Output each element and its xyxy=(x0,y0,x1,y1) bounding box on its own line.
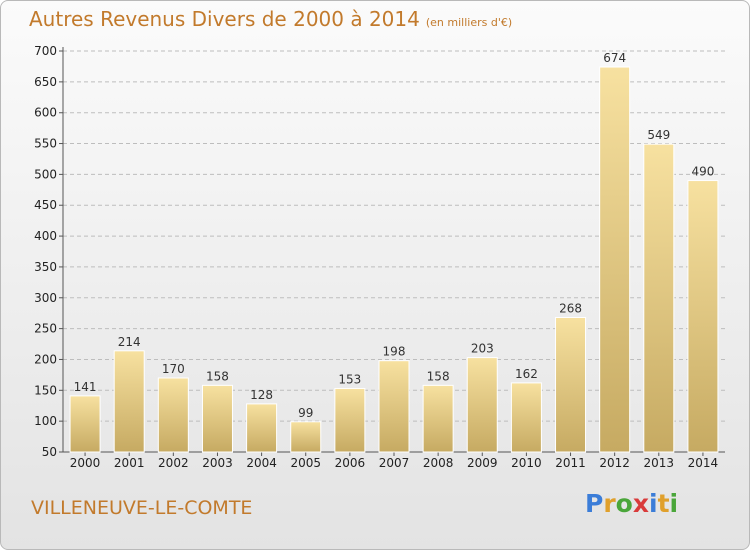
chart-title: Autres Revenus Divers de 2000 à 2014 xyxy=(29,7,420,31)
bar xyxy=(69,395,101,453)
y-tick-label: 650 xyxy=(34,75,57,89)
value-label: 549 xyxy=(647,128,670,142)
y-tick-label: 400 xyxy=(34,229,57,243)
y-tick-label: 600 xyxy=(34,106,57,120)
value-label: 214 xyxy=(118,335,141,349)
bar xyxy=(555,317,587,453)
x-tick-label: 2001 xyxy=(114,456,145,470)
y-tick-label: 500 xyxy=(34,167,57,181)
y-tick-label: 300 xyxy=(34,291,57,305)
bar xyxy=(466,357,498,453)
y-tick-label: 250 xyxy=(34,322,57,336)
x-tick-label: 2006 xyxy=(335,456,366,470)
value-label: 141 xyxy=(74,380,97,394)
x-tick-label: 2008 xyxy=(423,456,454,470)
x-tick-label: 2014 xyxy=(688,456,719,470)
value-label: 203 xyxy=(471,342,494,356)
bar xyxy=(687,180,719,453)
bars xyxy=(69,66,719,453)
value-label: 158 xyxy=(206,369,229,383)
x-tick-label: 2013 xyxy=(644,456,675,470)
bar xyxy=(378,360,410,453)
x-tick-label: 2002 xyxy=(158,456,189,470)
x-tick-label: 2000 xyxy=(70,456,101,470)
value-label: 490 xyxy=(691,165,714,179)
y-tick-label: 350 xyxy=(34,260,57,274)
bar xyxy=(113,350,145,453)
proxiti-logo: Proxiti xyxy=(585,489,679,518)
y-tick-labels: 50 100 150 200 250 300 350 400 450 500 550 600 650 70… xyxy=(34,44,57,459)
value-label: 153 xyxy=(338,372,361,386)
value-labels: 141 214 170 158 128 99 153 198 158 203 162 268 674 54… xyxy=(74,51,715,420)
bar xyxy=(334,387,366,453)
value-label: 158 xyxy=(427,369,450,383)
x-tick-label: 2012 xyxy=(599,456,630,470)
bar xyxy=(201,384,233,453)
bar xyxy=(290,421,322,453)
x-tick-label: 2009 xyxy=(467,456,498,470)
chart-title-block: Autres Revenus Divers de 2000 à 2014 (en … xyxy=(29,7,512,31)
x-tick-label: 2005 xyxy=(290,456,321,470)
y-tick-label: 50 xyxy=(42,445,57,459)
x-tick-label: 2003 xyxy=(202,456,233,470)
bar xyxy=(422,384,454,453)
y-tick-label: 550 xyxy=(34,137,57,151)
value-label: 162 xyxy=(515,367,538,381)
x-tick-label: 2004 xyxy=(246,456,277,470)
value-label: 170 xyxy=(162,362,185,376)
bar xyxy=(643,143,675,453)
x-tick-label: 2011 xyxy=(555,456,586,470)
y-tick-label: 150 xyxy=(34,383,57,397)
bar xyxy=(246,403,278,453)
x-tick-label: 2010 xyxy=(511,456,542,470)
y-tick-label: 100 xyxy=(34,414,57,428)
y-tick-label: 450 xyxy=(34,198,57,212)
bar xyxy=(510,382,542,453)
chart-subtitle: (en milliers d'€) xyxy=(425,16,513,29)
value-label: 99 xyxy=(298,406,313,420)
bar xyxy=(157,377,189,453)
x-tick-label: 2007 xyxy=(379,456,410,470)
value-label: 674 xyxy=(603,51,626,65)
value-label: 128 xyxy=(250,388,273,402)
y-tick-label: 200 xyxy=(34,352,57,366)
x-tick-labels: 2000 2001 2002 2003 2004 2005 2006 2007 2008 2009… xyxy=(70,456,718,470)
y-tick-label: 700 xyxy=(34,44,57,58)
value-label: 268 xyxy=(559,302,582,316)
bar xyxy=(599,66,631,453)
city-name: VILLENEUVE-LE-COMTE xyxy=(31,497,253,519)
value-label: 198 xyxy=(383,345,406,359)
